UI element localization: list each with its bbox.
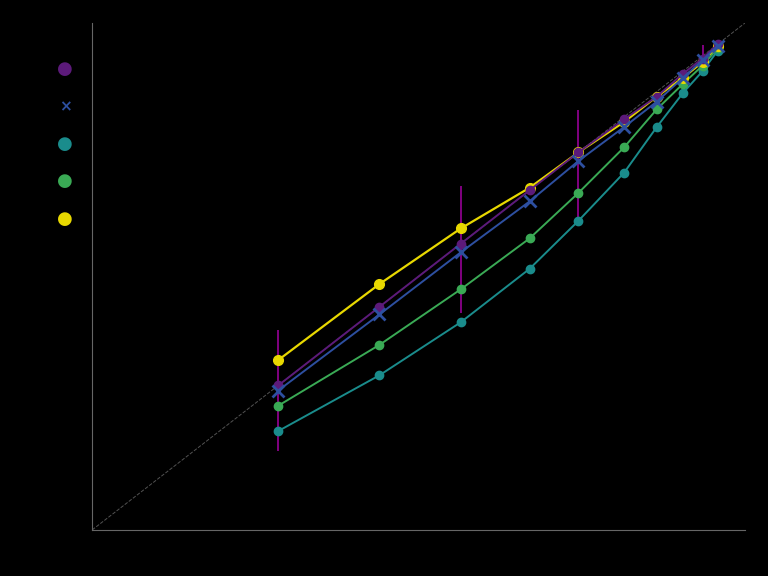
Text: ●: ●: [58, 135, 73, 153]
Text: ●: ●: [58, 172, 73, 191]
Text: ×: ×: [59, 99, 71, 114]
Text: ●: ●: [58, 210, 73, 228]
Text: ●: ●: [58, 60, 73, 78]
